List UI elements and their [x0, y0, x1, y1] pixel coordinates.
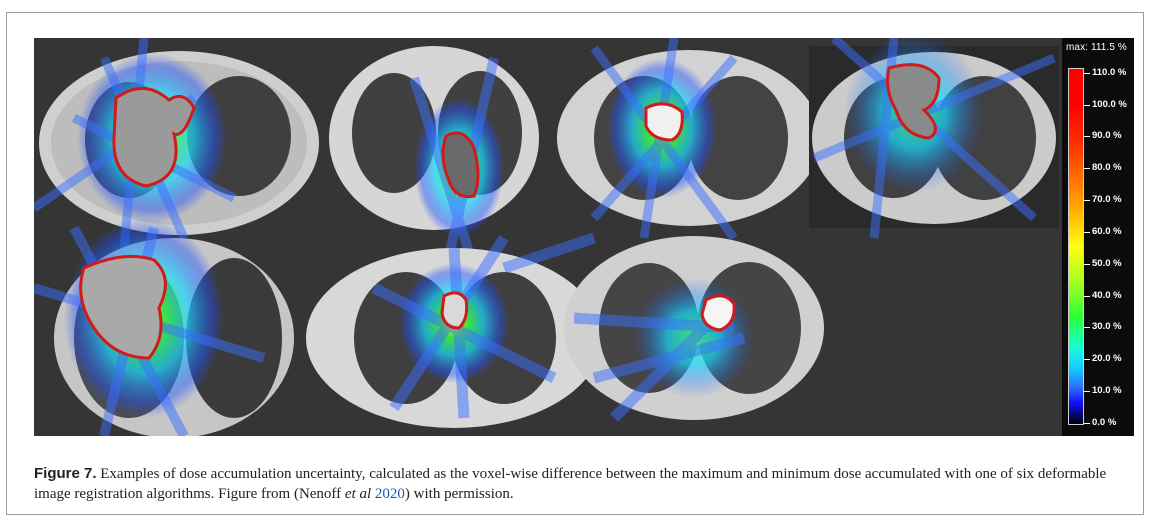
ct-slice-1 [34, 38, 319, 249]
ct-slice-4 [809, 38, 1059, 239]
colorbar-tick [1084, 359, 1090, 361]
colorbar-tick-label: 10.0 % [1092, 385, 1122, 397]
ct-slice-5 [34, 218, 294, 436]
figure-frame [6, 12, 1144, 515]
colorbar-tick-label: 70.0 % [1092, 194, 1122, 206]
colorbar-tick [1084, 200, 1090, 202]
figure-caption: Figure 7. Examples of dose accumulation … [34, 464, 1124, 504]
colorbar-tick [1084, 72, 1090, 74]
colorbar-tick-label: 60.0 % [1092, 225, 1122, 237]
colorbar-tick [1084, 327, 1090, 329]
ct-slice-7 [564, 236, 824, 422]
colorbar-tick-label: 40.0 % [1092, 289, 1122, 301]
colorbar-tick [1084, 136, 1090, 138]
colorbar-tick-label: 100.0 % [1092, 98, 1127, 110]
caption-text: Examples of dose accumulation uncertaint… [34, 466, 1107, 502]
colorbar-tick [1084, 104, 1090, 106]
ct-panels [34, 38, 1059, 436]
ct-slice-3 [557, 38, 821, 241]
colorbar-tick [1084, 391, 1090, 393]
colorbar-tick-label: 50.0 % [1092, 257, 1122, 269]
caption-label: Figure 7. [34, 465, 97, 482]
colorbar-tick [1084, 168, 1090, 170]
colorbar-tick-label: 0.0 % [1092, 417, 1117, 428]
caption-etal: et al [344, 486, 372, 502]
caption-text-end: ) with permission. [404, 486, 514, 502]
colorbar-tick [1084, 263, 1090, 265]
colorbar-max-label: max: 111.5 % [1066, 42, 1127, 53]
colorbar-tick-label: 80.0 % [1092, 162, 1122, 174]
ct-slice-2 [329, 46, 539, 280]
colorbar-tick [1084, 423, 1090, 424]
colorbar-tick [1084, 231, 1090, 233]
citation-link[interactable]: 2020 [374, 486, 405, 502]
colorbar-tick-label: 110.0 % [1092, 66, 1127, 78]
colorbar-tick-label: 90.0 % [1092, 130, 1122, 142]
colorbar-gradient [1068, 68, 1084, 425]
colorbar-tick [1084, 295, 1090, 297]
dose-uncertainty-figure [34, 38, 1134, 436]
ct-slice-6 [306, 232, 602, 428]
colorbar-tick-label: 30.0 % [1092, 321, 1122, 333]
colorbar-tick-label: 20.0 % [1092, 353, 1122, 365]
dose-colorbar: max: 111.5 % 110.0 % 100.0 % 90.0 % 80.0 % 7… [1062, 38, 1134, 436]
